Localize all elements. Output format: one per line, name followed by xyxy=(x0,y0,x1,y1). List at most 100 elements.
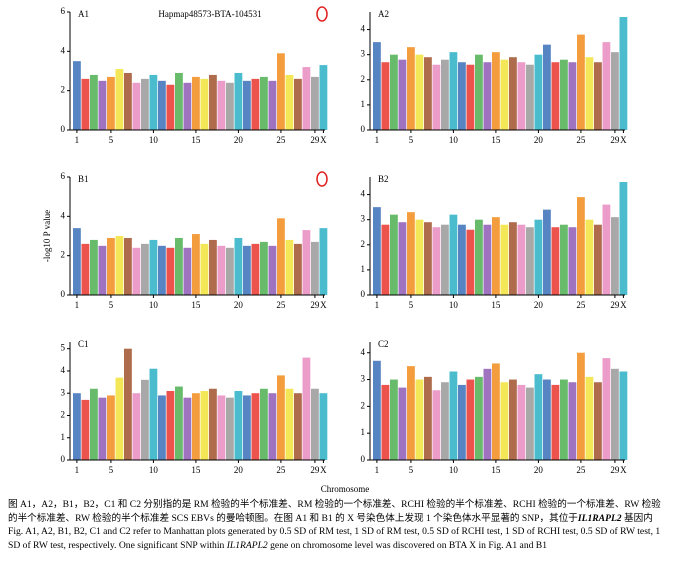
chromosome-peak xyxy=(217,80,226,130)
chromosome-peak xyxy=(594,224,602,295)
chromosome-peak xyxy=(209,239,217,295)
chromosome-peak xyxy=(319,393,328,460)
chromosome-peak xyxy=(192,234,200,295)
chromosome-peak xyxy=(81,78,90,130)
text: 图 A1，A2，B1，B2，C1 和 C2 分别指的是 RM 检验的半个标准差、… xyxy=(8,499,661,524)
y-tick-label: 1 xyxy=(361,264,366,274)
y-tick-label: 2 xyxy=(361,74,366,84)
chromosome-peak xyxy=(73,61,81,130)
x-tick-label: 1 xyxy=(75,135,80,145)
panel-label: B1 xyxy=(78,174,89,184)
chromosome-peak xyxy=(175,386,183,460)
highlight-circle xyxy=(316,6,328,22)
chromosome-peak xyxy=(577,34,585,130)
chromosome-peak xyxy=(611,368,619,460)
chromosome-peak xyxy=(149,74,158,130)
chromosome-peak xyxy=(398,387,407,460)
chromosome-peak xyxy=(132,247,141,295)
panel-label: A2 xyxy=(378,9,389,19)
chromosome-peak xyxy=(594,382,602,460)
chromosome-peak xyxy=(560,59,568,130)
y-tick-label: 4 xyxy=(61,210,66,220)
x-tick-label: 5 xyxy=(409,300,414,310)
panel-label: A1 xyxy=(78,9,89,19)
y-tick-label: 1 xyxy=(61,432,66,442)
chromosome-peak xyxy=(175,72,183,130)
chromosome-peak xyxy=(415,379,424,460)
chromosome-peak xyxy=(132,393,141,460)
chromosome-peak xyxy=(449,214,458,295)
x-tick-label: 20 xyxy=(534,300,544,310)
chromosome-peak xyxy=(243,395,251,460)
chromosome-peak xyxy=(441,382,449,460)
chromosome-peak xyxy=(500,224,509,295)
chromosome-peak xyxy=(319,228,328,295)
y-tick-label: 1 xyxy=(361,427,366,437)
chromosome-peak xyxy=(124,348,132,460)
chromosome-peak xyxy=(594,62,602,130)
chromosome-peak xyxy=(192,76,200,130)
chromosome-peak xyxy=(217,395,226,460)
chromosome-peak xyxy=(390,54,398,131)
chromosome-peak xyxy=(517,62,526,130)
chromosome-peak xyxy=(611,52,619,130)
x-tick-label: 29 xyxy=(610,465,620,475)
y-tick-label: 4 xyxy=(61,45,66,55)
chromosome-peak xyxy=(107,237,115,295)
chromosome-peak xyxy=(294,243,302,295)
chromosome-peak xyxy=(124,237,132,295)
chromosome-peak xyxy=(285,239,294,295)
x-tick-label: 15 xyxy=(491,465,501,475)
chromosome-peak xyxy=(526,387,534,460)
chromosome-peak xyxy=(475,219,483,295)
chromosome-peak xyxy=(568,227,577,295)
chromosome-peak xyxy=(268,80,277,130)
chromosome-peak xyxy=(373,360,381,460)
chromosome-peak xyxy=(602,42,611,131)
x-tick-label: 25 xyxy=(276,465,286,475)
x-tick-label: 15 xyxy=(191,300,201,310)
chromosome-peak xyxy=(98,245,107,295)
chromosome-peak xyxy=(424,57,432,130)
chromosome-peak xyxy=(268,393,277,460)
x-tick-label: X xyxy=(620,135,627,145)
y-tick-label: 4 xyxy=(361,189,366,199)
chromosome-peak xyxy=(483,62,492,130)
chromosome-peak xyxy=(458,62,466,130)
x-tick-label: 25 xyxy=(276,135,286,145)
x-tick-label: 20 xyxy=(234,300,244,310)
chromosome-peak xyxy=(373,207,381,295)
chromosome-peak xyxy=(234,237,243,295)
chromosome-peak xyxy=(458,224,466,295)
annotation: Hapmap48573-BTA-104531 xyxy=(158,9,261,19)
x-tick-label: 1 xyxy=(75,300,80,310)
chromosome-peak xyxy=(611,217,619,295)
x-tick-label: X xyxy=(620,465,627,475)
chromosome-peak xyxy=(466,379,475,460)
chromosome-peak xyxy=(390,379,398,460)
chromosome-peak xyxy=(517,384,526,460)
chromosome-peak xyxy=(449,52,458,130)
x-tick-label: 1 xyxy=(375,135,380,145)
x-tick-label: 20 xyxy=(234,465,244,475)
chromosome-peak xyxy=(183,247,192,295)
chromosome-peak xyxy=(311,76,319,130)
y-tick-label: 0 xyxy=(61,289,66,299)
x-tick-label: 10 xyxy=(149,300,159,310)
chromosome-peak xyxy=(294,78,302,130)
chromosome-peak xyxy=(543,44,551,130)
x-tick-label: 15 xyxy=(191,135,201,145)
chromosome-peak xyxy=(390,214,398,295)
panel-label: C1 xyxy=(78,339,89,349)
x-tick-label: 5 xyxy=(109,300,114,310)
y-tick-label: 4 xyxy=(361,24,366,34)
chromosome-peak xyxy=(226,247,234,295)
chromosome-peak xyxy=(141,379,149,460)
x-tick-label: 1 xyxy=(375,300,380,310)
chromosome-peak xyxy=(115,236,124,295)
y-tick-label: 0 xyxy=(361,454,366,464)
chromosome-peak xyxy=(602,358,611,460)
y-tick-label: 3 xyxy=(361,374,366,384)
x-tick-label: 25 xyxy=(576,135,586,145)
x-tick-label: X xyxy=(320,135,327,145)
